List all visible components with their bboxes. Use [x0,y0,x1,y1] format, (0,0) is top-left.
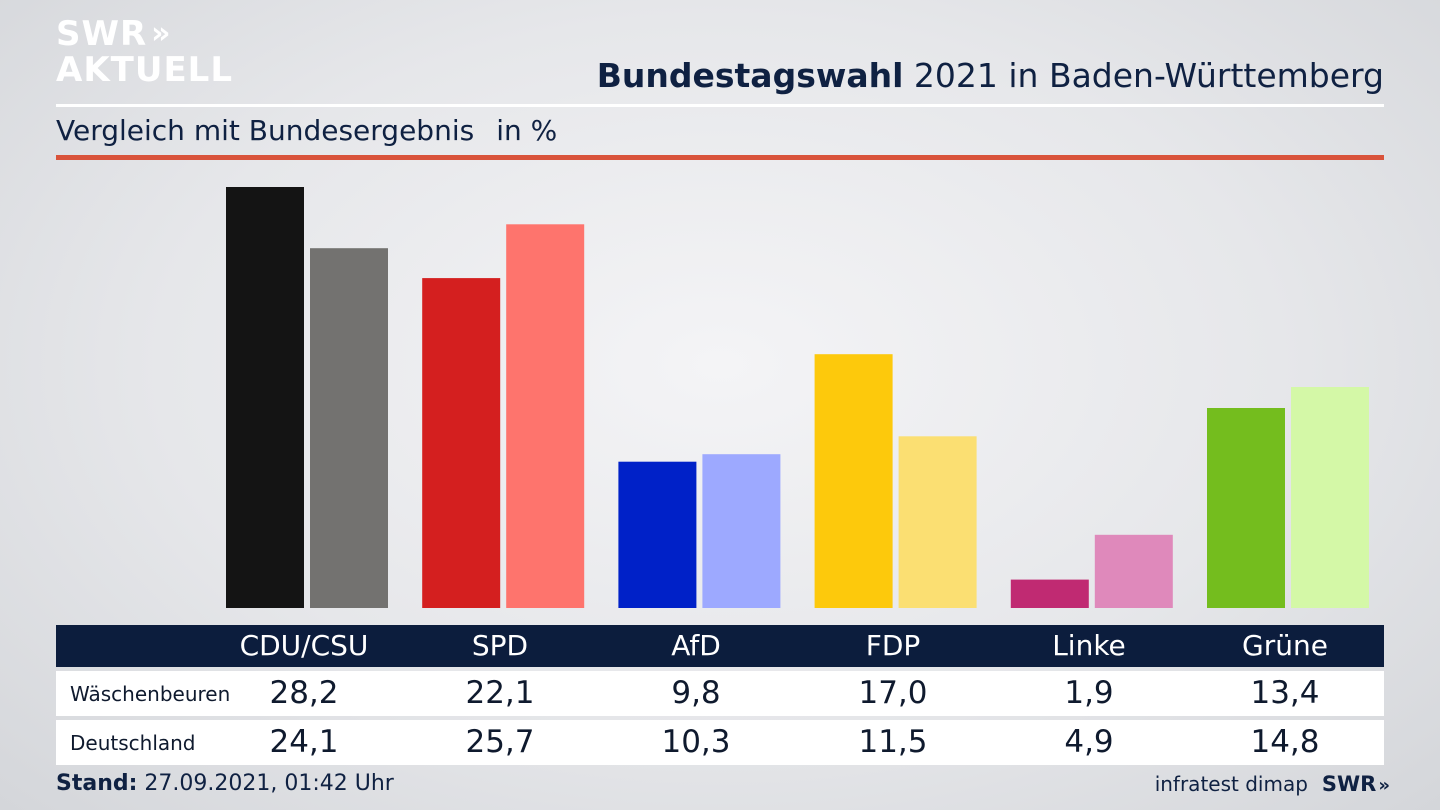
table-cell: 28,2 [269,675,339,711]
table-cell: 10,3 [661,724,731,760]
subtitle-divider [56,155,1384,160]
bar-linke-deutschland [1094,534,1173,608]
results-table: CDU/CSU SPD AfD FDP Linke Grüne Wäschenb… [56,625,1384,765]
header-gruene: Grüne [1242,629,1328,662]
table-cell: 24,1 [269,724,339,760]
swr-aktuell-logo: SWR» AKTUELL [56,16,233,88]
bar-cdu-csu-deutschland [310,248,388,608]
logo-swr-text: SWR [56,14,148,54]
chart-subtitle: Vergleich mit Bundesergebnis in % [56,114,557,147]
swr-chevron-icon: » [1378,775,1389,796]
page-title: Bundestagswahl 2021 in Baden-Württemberg [597,56,1384,95]
table-cell: 11,5 [858,724,928,760]
timestamp: Stand: 27.09.2021, 01:42 Uhr [56,771,394,796]
source-credit: infratest dimap SWR» [1154,772,1390,796]
table-cell: 4,9 [1064,724,1114,760]
bar-grüne-waeschenbeuren [1207,408,1285,608]
bar-spd-deutschland [506,224,585,609]
stand-label: Stand: [56,771,138,796]
stand-value: 27.09.2021, 01:42 Uhr [137,771,394,796]
swr-small-logo: SWR» [1321,772,1390,796]
bar-spd-waeschenbeuren [422,278,501,608]
bar-linke-waeschenbeuren [1010,579,1089,608]
bar-afd-deutschland [702,454,781,608]
swr-small-text: SWR [1321,772,1377,796]
title-divider [56,104,1384,107]
header-spd: SPD [471,629,529,662]
title-rest: 2021 in Baden-Württemberg [903,56,1384,95]
table-cell: 25,7 [465,724,535,760]
row-label: Deutschland [70,731,196,755]
bar-afd-waeschenbeuren [618,461,697,608]
table-cell: 1,9 [1064,675,1114,711]
table-row: Deutschland 24,1 25,7 10,3 11,5 4,9 14,8 [56,720,1384,765]
bar-fdp-deutschland [898,436,977,608]
table-cell: 14,8 [1250,724,1320,760]
source-text: infratest dimap [1154,772,1308,796]
bar-chart [226,187,1369,609]
table-cell: 22,1 [465,675,535,711]
bar-fdp-waeschenbeuren [814,354,893,608]
table-cell: 17,0 [858,675,928,711]
table-cell: 13,4 [1250,675,1320,711]
header-afd: AfD [671,629,721,662]
bar-grüne-deutschland [1291,387,1369,608]
table-row: Wäschenbeuren 28,2 22,1 9,8 17,0 1,9 13,… [56,671,1384,716]
subtitle-text: Vergleich mit Bundesergebnis [56,114,475,147]
bar-cdu-csu-waeschenbeuren [226,187,304,608]
header-linke: Linke [1052,629,1126,662]
header-cdu-csu: CDU/CSU [239,629,369,662]
header-fdp: FDP [865,629,921,662]
title-bold: Bundestagswahl [596,56,904,95]
logo-aktuell-text: AKTUELL [56,50,234,90]
row-label: Wäschenbeuren [70,682,231,706]
subtitle-unit: in % [496,114,558,147]
table-header-row: CDU/CSU SPD AfD FDP Linke Grüne [56,625,1384,667]
table-cell: 9,8 [671,675,721,711]
